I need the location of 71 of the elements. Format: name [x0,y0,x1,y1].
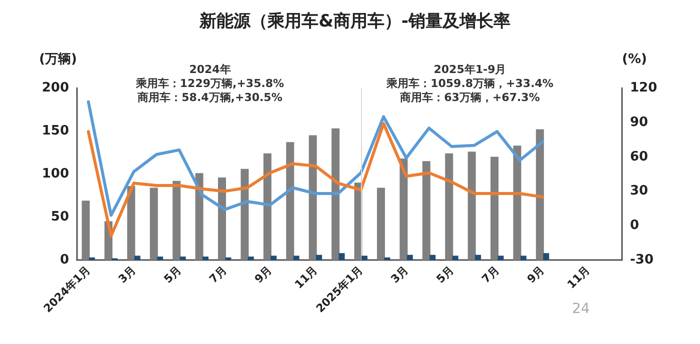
y2-tick-label: 120 [630,80,658,96]
bar [82,200,90,260]
bar [308,135,317,260]
x-tick-label: 9月 [524,263,548,286]
x-tick-label: 7月 [479,263,502,286]
annotation: 乘用车：1229万辆,+35.8% [134,77,284,90]
y-axis-title: (万辆) [39,52,77,67]
x-tick-label: 11月 [292,263,320,292]
x-tick-label: 9月 [252,263,275,286]
text: 24 [572,301,590,317]
bar [172,180,181,260]
bar [498,256,504,260]
text: 2024年 [189,63,231,76]
bar [248,256,254,260]
x-tick-label: 7月 [206,263,230,286]
annotation: 商用车：58.4万辆,+30.5% [136,91,282,104]
bar [361,256,368,260]
x-tick-label: 5月 [434,263,456,286]
bar [452,256,458,260]
bar [240,168,249,260]
x-tick-label: 3月 [388,263,411,286]
x-tick-label: 3月 [116,263,138,286]
bar [195,173,204,260]
y-tick-label: 50 [50,210,69,224]
bar [338,253,345,260]
bar [127,186,136,260]
y2-tick-label: -30 [630,252,654,268]
y2-tick-label: 90 [630,114,648,130]
bar [157,256,164,260]
y-tick-label: 0 [60,252,69,268]
bar [293,256,300,260]
bar [150,188,158,260]
text: 2025年1-9月 [434,63,506,76]
bar [218,177,226,260]
bar [422,161,430,260]
y2-tick-label: 30 [630,184,648,199]
bar [513,146,522,260]
bar [474,254,481,260]
y-tick-label: 150 [42,124,69,138]
y2-tick-label: 0 [630,218,640,234]
y-tick-label: 100 [42,166,69,182]
bar [400,158,408,260]
bar [520,256,526,260]
bar [332,128,340,260]
bar [536,129,544,260]
bar [316,254,322,260]
y2-axis-title: (%) [622,52,647,67]
bar [543,253,550,260]
x-tick-label: 11月 [564,263,593,292]
y-tick-label: 200 [42,80,69,96]
bar [88,257,95,260]
bar [202,256,208,260]
bar [225,257,232,260]
x-tick-label: 5月 [161,263,184,286]
bar [270,256,277,260]
annotation: 商用车：63万辆，+67.3% [399,91,540,104]
bar [180,256,186,260]
chart-title: 新能源（乘用车&商用车）-销量及增长率 [198,12,510,32]
bar [445,153,454,260]
bar [384,257,390,260]
bar [134,256,140,260]
annotation: 乘用车：1059.8万辆，+33.4% [386,77,554,90]
bar [286,142,294,260]
bar [490,156,499,260]
line-series [86,122,544,238]
bar [468,152,476,260]
y2-tick-label: 60 [630,149,648,164]
bar [406,254,413,260]
bar [430,254,436,260]
bar [376,188,385,260]
bar [263,153,272,260]
